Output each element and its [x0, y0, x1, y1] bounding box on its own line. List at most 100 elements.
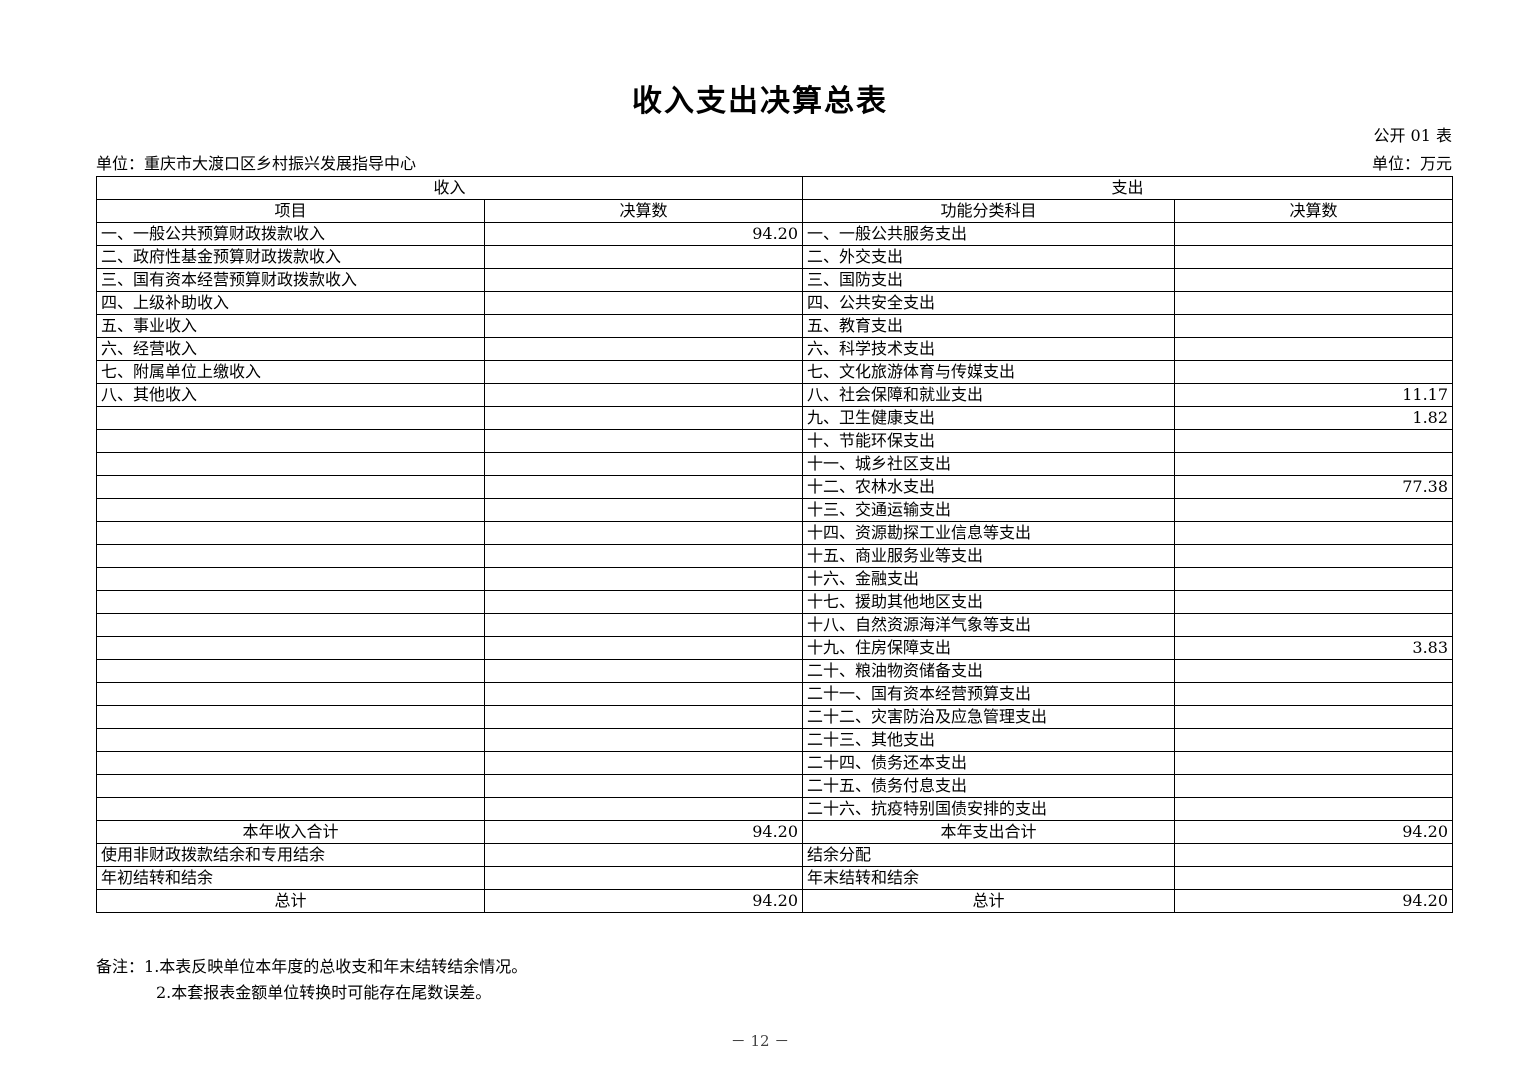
income-item-value: 94.20 — [483, 222, 804, 246]
expenditure-item-label: 二十一、国有资本经营预算支出 — [802, 682, 1176, 706]
expenditure-summary-value: 94.20 — [1174, 820, 1454, 844]
expenditure-item-label: 十六、金融支出 — [802, 567, 1176, 591]
expenditure-item-value — [1174, 521, 1454, 545]
column-header-income-item: 项目 — [96, 199, 485, 223]
income-item-value — [483, 314, 804, 338]
page-title: 收入支出决算总表 — [632, 84, 888, 119]
income-item-label: 一、一般公共预算财政拨款收入 — [96, 222, 485, 246]
table-summary-row: 总计 94.20 总计 94.20 — [96, 889, 1454, 913]
expenditure-item-label: 十九、住房保障支出 — [802, 636, 1176, 660]
income-item-label — [96, 521, 485, 545]
form-number-label: 公开 01 表 — [1373, 126, 1452, 145]
income-item-value — [483, 452, 804, 476]
expenditure-summary-value — [1174, 866, 1454, 890]
expenditure-item-value — [1174, 544, 1454, 568]
income-item-value — [483, 682, 804, 706]
expenditure-item-value — [1174, 452, 1454, 476]
unit-name-label: 单位：重庆市大渡口区乡村振兴发展指导中心 — [96, 154, 417, 173]
income-summary-value: 94.20 — [483, 820, 804, 844]
table-row: 五、事业收入 五、教育支出 — [96, 314, 1454, 338]
income-item-label — [96, 659, 485, 683]
income-summary-label: 使用非财政拨款结余和专用结余 — [96, 843, 485, 867]
expenditure-item-label: 十五、商业服务业等支出 — [802, 544, 1176, 568]
expenditure-item-label: 十二、农林水支出 — [802, 475, 1176, 499]
income-item-value — [483, 728, 804, 752]
expenditure-item-label: 二十三、其他支出 — [802, 728, 1176, 752]
expenditure-item-label: 十一、城乡社区支出 — [802, 452, 1176, 476]
expenditure-item-value — [1174, 291, 1454, 315]
group-header-income: 收入 — [95, 176, 804, 200]
unit-measure-label: 单位：万元 — [1371, 154, 1452, 173]
expenditure-summary-label: 总计 — [802, 889, 1176, 913]
table-row: 二十三、其他支出 — [96, 728, 1454, 752]
income-item-value — [483, 774, 804, 798]
expenditure-item-label: 五、教育支出 — [802, 314, 1176, 338]
income-item-value — [483, 751, 804, 775]
notes-block: 备注：1.本表反映单位本年度的总收支和年末结转结余情况。 2.本套报表金额单位转… — [96, 954, 527, 1006]
expenditure-item-label: 十三、交通运输支出 — [802, 498, 1176, 522]
income-item-value — [483, 659, 804, 683]
income-item-label: 八、其他收入 — [96, 383, 485, 407]
expenditure-item-value — [1174, 590, 1454, 614]
income-item-label — [96, 406, 485, 430]
table-row: 二十二、灾害防治及应急管理支出 — [96, 705, 1454, 729]
expenditure-item-value: 77.38 — [1174, 475, 1454, 499]
expenditure-item-label: 七、文化旅游体育与传媒支出 — [802, 360, 1176, 384]
table-row: 十、节能环保支出 — [96, 429, 1454, 453]
expenditure-item-value: 11.17 — [1174, 383, 1454, 407]
income-item-label: 五、事业收入 — [96, 314, 485, 338]
note-text-2: 2.本套报表金额单位转换时可能存在尾数误差。 — [156, 983, 492, 1002]
income-item-value — [483, 383, 804, 407]
expenditure-item-value — [1174, 751, 1454, 775]
income-item-value — [483, 521, 804, 545]
income-item-value — [483, 475, 804, 499]
table-row: 四、上级补助收入 四、公共安全支出 — [96, 291, 1454, 315]
income-item-value — [483, 705, 804, 729]
table-row: 一、一般公共预算财政拨款收入 94.20 一、一般公共服务支出 — [96, 222, 1454, 246]
expenditure-item-label: 十四、资源勘探工业信息等支出 — [802, 521, 1176, 545]
table-row: 九、卫生健康支出 1.82 — [96, 406, 1454, 430]
table-row: 二十四、债务还本支出 — [96, 751, 1454, 775]
expenditure-item-value: 3.83 — [1174, 636, 1454, 660]
expenditure-item-value — [1174, 728, 1454, 752]
table-summary-row: 使用非财政拨款结余和专用结余 结余分配 — [96, 843, 1454, 867]
income-item-value — [483, 613, 804, 637]
income-item-value — [483, 268, 804, 292]
income-item-label — [96, 544, 485, 568]
income-item-value — [483, 429, 804, 453]
note-line-2: 2.本套报表金额单位转换时可能存在尾数误差。 — [156, 980, 527, 1006]
income-item-value — [483, 291, 804, 315]
income-item-label — [96, 475, 485, 499]
expenditure-item-label: 一、一般公共服务支出 — [802, 222, 1176, 246]
expenditure-item-label: 八、社会保障和就业支出 — [802, 383, 1176, 407]
expenditure-item-value — [1174, 567, 1454, 591]
table-row: 二十、粮油物资储备支出 — [96, 659, 1454, 683]
table-row: 十五、商业服务业等支出 — [96, 544, 1454, 568]
table-row: 三、国有资本经营预算财政拨款收入 三、国防支出 — [96, 268, 1454, 292]
income-item-label — [96, 797, 485, 821]
expenditure-item-value — [1174, 659, 1454, 683]
expenditure-summary-label: 本年支出合计 — [802, 820, 1176, 844]
income-item-label: 三、国有资本经营预算财政拨款收入 — [96, 268, 485, 292]
table-row: 十一、城乡社区支出 — [96, 452, 1454, 476]
income-item-value — [483, 498, 804, 522]
table-row: 十六、金融支出 — [96, 567, 1454, 591]
table-row: 十九、住房保障支出 3.83 — [96, 636, 1454, 660]
table-row: 二十一、国有资本经营预算支出 — [96, 682, 1454, 706]
income-item-label — [96, 682, 485, 706]
table-row: 二十五、债务付息支出 — [96, 774, 1454, 798]
income-summary-value — [483, 843, 804, 867]
expenditure-item-value — [1174, 705, 1454, 729]
group-header-expenditure: 支出 — [802, 176, 1454, 200]
income-summary-label: 年初结转和结余 — [96, 866, 485, 890]
expenditure-item-value — [1174, 314, 1454, 338]
notes-prefix: 备注： — [96, 957, 145, 976]
expenditure-item-label: 六、科学技术支出 — [802, 337, 1176, 361]
income-item-label — [96, 429, 485, 453]
table-row: 六、经营收入 六、科学技术支出 — [96, 337, 1454, 361]
expenditure-item-label: 四、公共安全支出 — [802, 291, 1176, 315]
income-item-value — [483, 590, 804, 614]
income-item-label — [96, 751, 485, 775]
income-item-label — [96, 774, 485, 798]
table-row: 十三、交通运输支出 — [96, 498, 1454, 522]
